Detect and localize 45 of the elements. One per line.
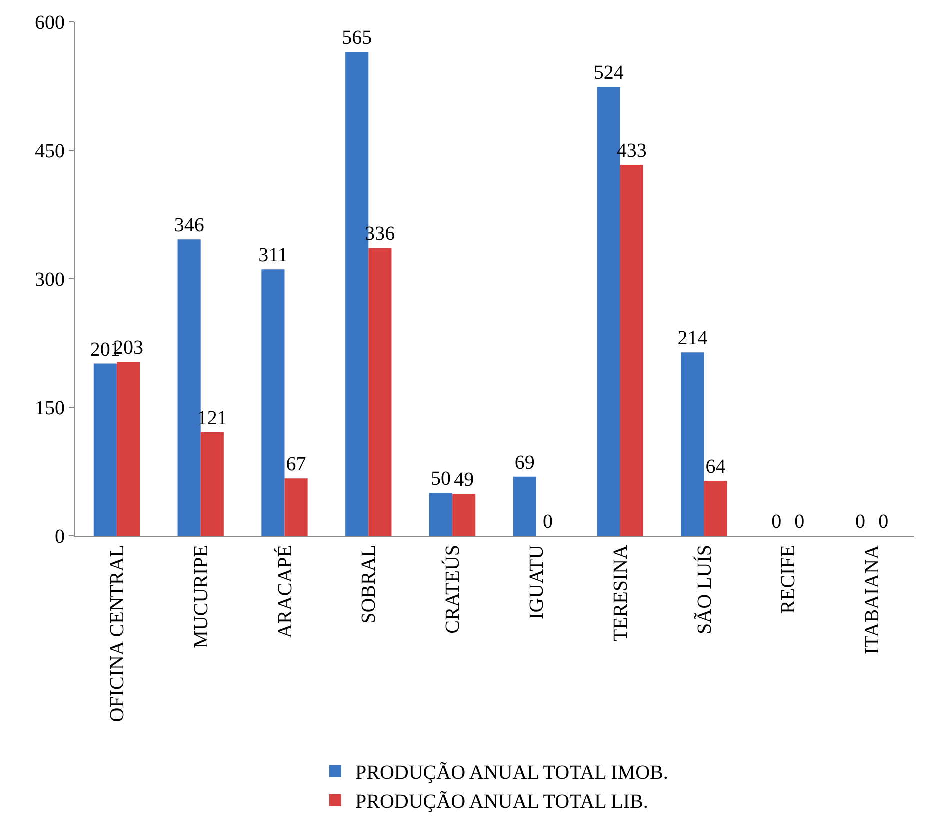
data-label: 0 [878,511,889,533]
data-label: 0 [542,511,553,533]
bar [368,248,392,536]
x-tick-label: IGUATU [526,544,548,620]
data-label: 69 [514,452,535,474]
data-label: 0 [856,511,866,533]
bar [429,493,453,536]
x-tick-label: SÃO LUÍS [692,545,716,634]
bar [681,352,704,536]
bar [178,240,201,536]
data-label: 67 [286,454,306,476]
bar [200,432,224,536]
legend-label: PRODUÇÃO ANUAL TOTAL LIB. [356,791,648,814]
data-label: 311 [258,244,288,267]
x-tick-label: OFICINA CENTRAL [106,545,128,722]
y-tick-label: 600 [35,12,65,34]
y-tick-label: 450 [35,140,65,162]
data-label: 50 [431,468,452,490]
data-label: 0 [794,511,805,533]
x-tick-label: SOBRAL [358,545,380,624]
y-tick-label: 300 [35,269,65,291]
x-tick-label: ITABAIANA [862,544,884,654]
bar [620,165,644,536]
legend-label: PRODUÇÃO ANUAL TOTAL IMOB. [356,762,668,784]
bar [704,481,728,536]
y-tick-label: 150 [35,398,65,420]
data-label: 214 [678,328,708,350]
data-label: 0 [772,511,782,533]
data-label: 64 [706,456,726,478]
x-tick-label: CRATEÚS [441,545,464,634]
data-label: 524 [594,62,624,84]
x-tick-label: ARACAPÉ [273,545,296,638]
data-label: 346 [174,214,204,237]
x-tick-label: MUCURIPE [190,545,212,648]
data-label: 565 [342,26,372,49]
bar [262,270,285,536]
x-tick-label: RECIFE [778,545,800,614]
bar [284,478,308,536]
y-tick-label: 0 [55,526,65,548]
bar [513,476,536,536]
bar [116,362,140,536]
x-tick-label: TERESINA [610,544,632,642]
bar [94,364,117,536]
data-label: 49 [454,469,474,492]
bar [452,494,476,536]
